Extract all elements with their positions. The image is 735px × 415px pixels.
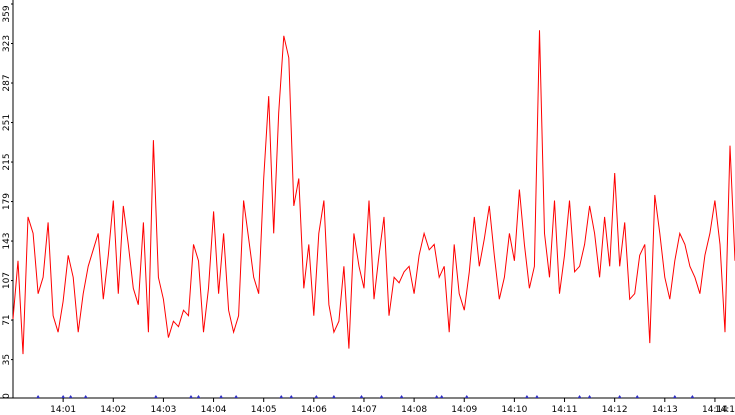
event-marker [672,395,677,398]
series-line-0 [12,30,735,355]
x-tick-label: 14:02 [100,405,126,415]
event-marker [68,395,73,398]
x-tick-label: 14:09 [451,405,477,415]
y-tick-label: 107 [2,272,12,289]
y-tick-label: 287 [2,74,12,91]
event-marker [234,395,239,398]
y-tick-label: 143 [2,232,12,249]
y-tick-label: 359 [2,5,12,22]
x-tick-label: 14:1 [715,405,735,415]
y-tick-label: 35 [2,354,12,365]
event-marker [464,395,469,398]
y-tick-label: 251 [2,114,12,131]
x-tick-label: 14:08 [401,405,427,415]
event-marker [534,395,539,398]
y-tick-label: 0 [2,393,12,399]
x-tick-label: 14:07 [351,405,377,415]
x-tick-label: 14:03 [150,405,176,415]
event-marker [289,395,294,398]
event-marker [279,395,284,398]
event-marker [331,395,336,398]
event-marker [359,395,364,398]
series-layer [12,30,735,355]
event-marker [577,395,582,398]
event-marker [399,395,404,398]
event-marker [153,395,158,398]
event-marker [635,395,640,398]
event-marker [36,395,41,398]
event-marker [314,395,319,398]
x-tick-label: 14:01 [50,405,76,415]
y-tick-label: 323 [2,35,12,52]
event-marker [379,395,384,398]
event-marker [196,395,201,398]
event-marker [617,395,622,398]
x-axis: 14:01 14:02 14:03 14:04 14:05 14:06 14:07 14:08… [0,397,735,415]
x-tick-label: 14:10 [501,405,527,415]
x-tick-label: 14:11 [552,405,578,415]
y-tick-label: 215 [2,153,12,170]
event-marker [188,395,193,398]
event-marker [434,395,439,398]
event-marker [83,395,88,398]
event-marker-layer [36,395,695,398]
event-marker [219,395,224,398]
x-tick-label: 14:12 [602,405,628,415]
x-tick-label: 14:14 [702,405,728,415]
event-marker [439,395,444,398]
x-tick-label: 14:04 [201,405,227,415]
x-tick-label: 14:06 [301,405,327,415]
event-marker [587,395,592,398]
x-tick-label: 14:13 [652,405,678,415]
y-axis: 0 35 71 107 143 179 215 251 287 323 359 [2,0,14,399]
y-tick-label: 179 [2,193,12,210]
event-marker [61,395,66,398]
y-tick-label: 71 [2,314,12,325]
event-marker [524,395,529,398]
event-marker [690,395,695,398]
x-tick-label: 14:05 [251,405,277,415]
